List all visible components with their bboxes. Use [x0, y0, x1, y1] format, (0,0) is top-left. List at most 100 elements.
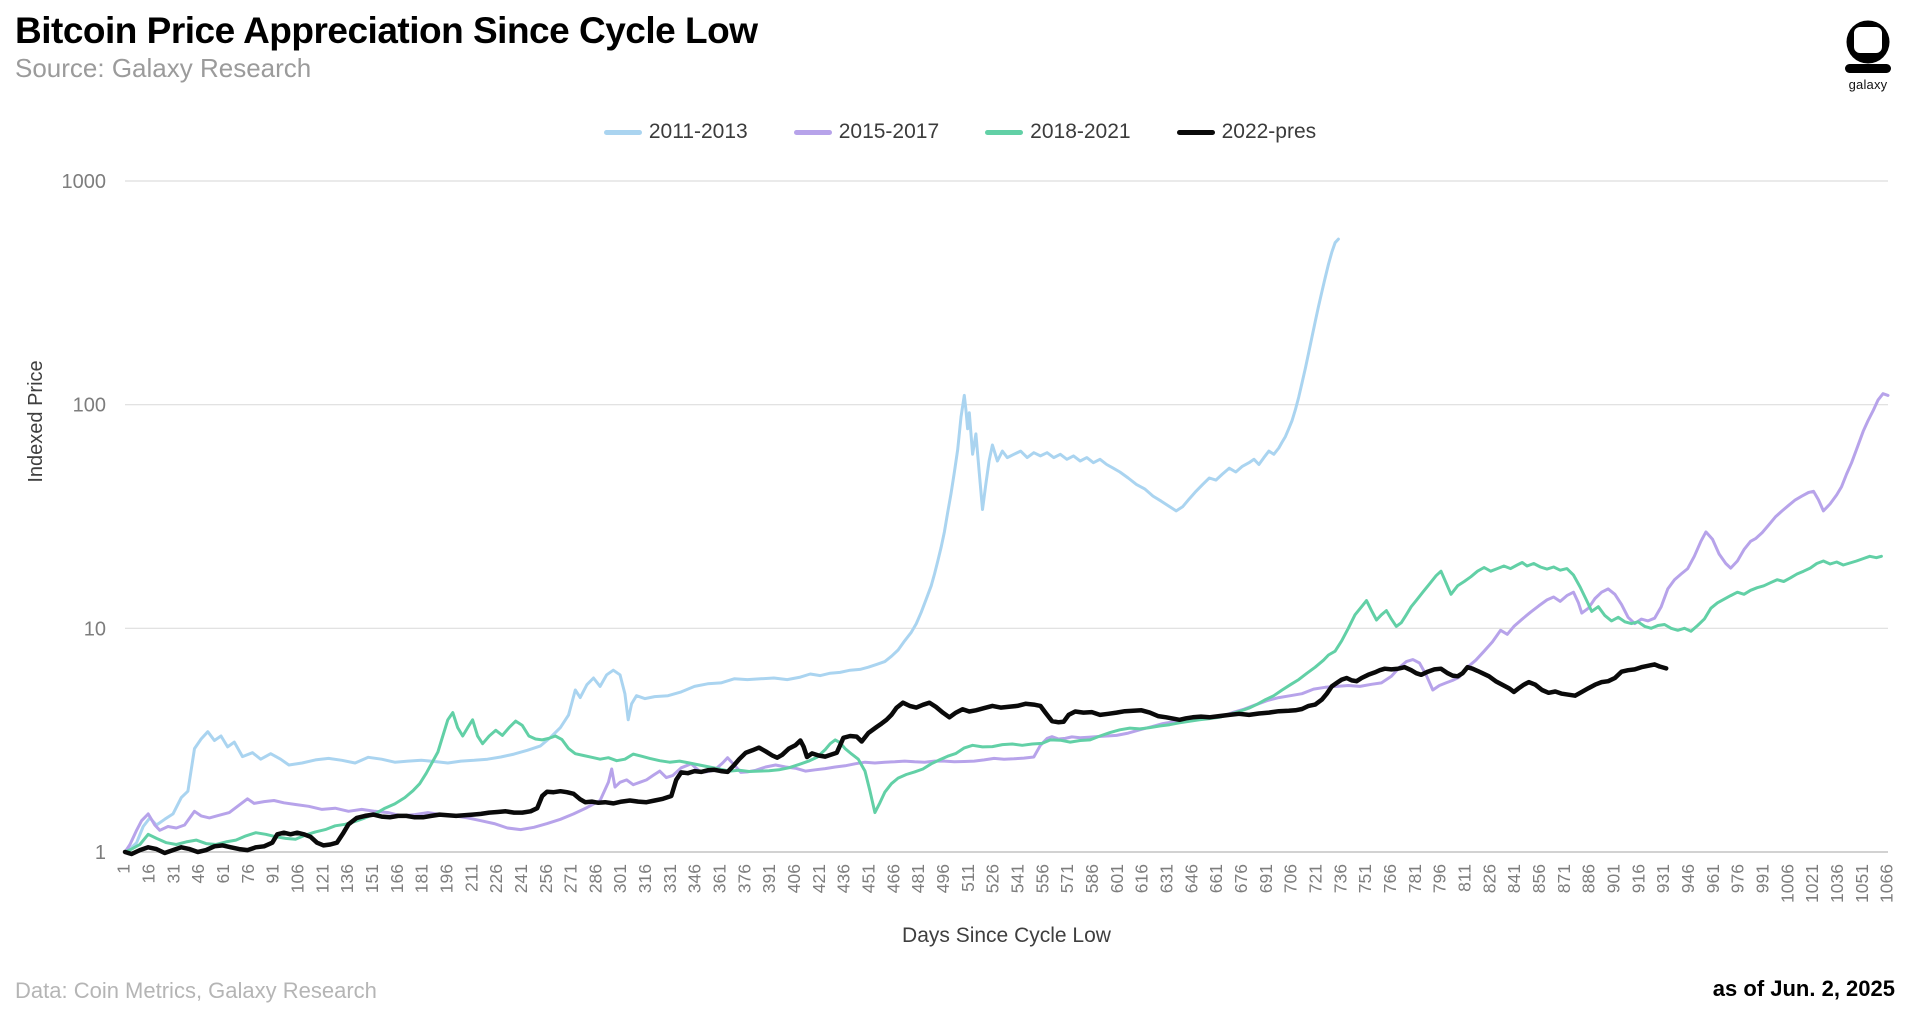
- x-tick-label: 286: [585, 864, 605, 893]
- x-tick-label: 271: [561, 864, 581, 893]
- x-tick-label: 76: [238, 864, 258, 883]
- x-tick-label: 541: [1008, 864, 1028, 893]
- legend-item-2011-2013: 2011-2013: [603, 120, 748, 144]
- galaxy-logo-icon: [1838, 20, 1898, 75]
- x-tick-label: 961: [1703, 864, 1723, 893]
- x-tick-label: 856: [1529, 864, 1549, 893]
- x-tick-label: 811: [1454, 864, 1474, 892]
- chart-legend: 2011-2013 2015-2017 2018-2021 2022-pres: [0, 120, 1920, 144]
- x-tick-label: 196: [436, 864, 456, 893]
- y-tick-label: 100: [73, 395, 106, 417]
- legend-item-2018-2021: 2018-2021: [985, 120, 1131, 144]
- legend-swatch-2011-2013: [603, 129, 642, 135]
- series-line-2018-2021: [123, 554, 1883, 854]
- x-tick-label: 781: [1405, 864, 1425, 893]
- x-tick-label: 721: [1306, 864, 1326, 893]
- x-tick-label: 46: [188, 864, 208, 883]
- x-tick-label: 556: [1032, 864, 1052, 893]
- x-tick-label: 511: [958, 864, 978, 892]
- x-tick-label: 826: [1479, 864, 1499, 893]
- x-tick-label: 1051: [1852, 864, 1872, 903]
- data-attribution: Data: Coin Metrics, Galaxy Research: [15, 978, 377, 1003]
- x-tick-label: 496: [933, 864, 953, 893]
- x-tick-label: 481: [908, 864, 928, 893]
- x-tick-label: 1006: [1777, 864, 1797, 903]
- x-tick-label: 256: [536, 864, 556, 893]
- x-axis-title: Days Since Cycle Low: [902, 924, 1112, 947]
- x-tick-label: 151: [362, 864, 382, 893]
- x-tick-label: 61: [213, 864, 233, 883]
- y-tick-label: 10: [84, 618, 106, 640]
- x-tick-label: 571: [1057, 864, 1077, 893]
- series-line-2022-pres: [122, 662, 1669, 857]
- x-tick-label: 376: [734, 864, 754, 893]
- x-tick-label: 691: [1256, 864, 1276, 893]
- x-tick-label: 106: [287, 864, 307, 893]
- series-line-2011-2013: [123, 237, 1340, 854]
- x-tick-label: 301: [610, 864, 630, 893]
- x-tick-label: 436: [834, 864, 854, 893]
- legend-swatch-2015-2017: [793, 129, 832, 135]
- x-tick-label: 211: [461, 864, 481, 892]
- x-tick-label: 706: [1281, 864, 1301, 893]
- x-tick-label: 406: [784, 864, 804, 893]
- y-gridlines: [125, 180, 1888, 853]
- x-tick-label: 316: [635, 864, 655, 893]
- legend-swatch-2022-pres: [1176, 129, 1215, 135]
- x-tick-labels: 1 16 31 46 61 76 91 106 121 136 151 166 181 196 211 226…: [114, 864, 1897, 903]
- x-tick-label: 946: [1678, 864, 1698, 893]
- y-tick-labels: 1 10 100 1000: [62, 171, 107, 864]
- y-tick-label: 1000: [62, 171, 107, 193]
- x-tick-label: 16: [138, 864, 158, 883]
- x-tick-label: 331: [660, 864, 680, 893]
- x-tick-label: 526: [983, 864, 1003, 893]
- x-tick-label: 766: [1380, 864, 1400, 893]
- legend-label: 2018-2021: [1030, 120, 1131, 143]
- x-tick-label: 391: [759, 864, 779, 893]
- legend-item-2022-pres: 2022-pres: [1176, 120, 1317, 144]
- page-title: Bitcoin Price Appreciation Since Cycle L…: [15, 10, 758, 51]
- x-tick-label: 601: [1107, 864, 1127, 893]
- x-tick-label: 976: [1728, 864, 1748, 893]
- x-tick-label: 136: [337, 864, 357, 893]
- x-tick-label: 736: [1330, 864, 1350, 893]
- galaxy-logo-wordmark: galaxy: [1848, 77, 1888, 92]
- x-tick-label: 796: [1430, 864, 1450, 893]
- x-tick-label: 871: [1554, 864, 1574, 893]
- x-tick-label: 1036: [1827, 864, 1847, 903]
- x-tick-label: 661: [1206, 864, 1226, 893]
- legend-label: 2015-2017: [838, 120, 940, 143]
- x-tick-label: 646: [1181, 864, 1201, 893]
- x-tick-label: 121: [312, 864, 332, 893]
- x-tick-label: 751: [1355, 864, 1375, 893]
- x-tick-label: 451: [859, 864, 879, 893]
- x-tick-label: 901: [1603, 864, 1623, 893]
- y-tick-label: 1: [95, 842, 106, 864]
- x-tick-label: 226: [486, 864, 506, 893]
- galaxy-logo: galaxy: [1838, 20, 1898, 92]
- x-tick-label: 181: [412, 864, 432, 893]
- legend-item-2015-2017: 2015-2017: [793, 120, 940, 144]
- x-tick-label: 241: [511, 864, 531, 893]
- x-tick-label: 991: [1752, 864, 1772, 893]
- legend-label: 2011-2013: [648, 120, 748, 143]
- source-label: Source: Galaxy Research: [15, 53, 312, 83]
- x-tick-label: 586: [1082, 864, 1102, 893]
- x-tick-label: 361: [710, 864, 730, 893]
- x-tick-label: 346: [685, 864, 705, 893]
- x-tick-label: 466: [883, 864, 903, 893]
- x-tick-label: 31: [163, 864, 183, 883]
- x-tick-label: 676: [1231, 864, 1251, 893]
- x-tick-label: 886: [1579, 864, 1599, 893]
- as-of-date: as of Jun. 2, 2025: [1712, 976, 1895, 1001]
- legend-label: 2022-pres: [1221, 120, 1317, 143]
- x-tick-label: 616: [1132, 864, 1152, 893]
- series-line-2015-2017: [123, 392, 1890, 854]
- x-tick-label: 421: [809, 864, 829, 893]
- x-tick-label: 631: [1157, 864, 1177, 893]
- legend-swatch-2018-2021: [985, 129, 1024, 135]
- x-tick-label: 1066: [1877, 864, 1897, 903]
- x-tick-label: 916: [1628, 864, 1648, 893]
